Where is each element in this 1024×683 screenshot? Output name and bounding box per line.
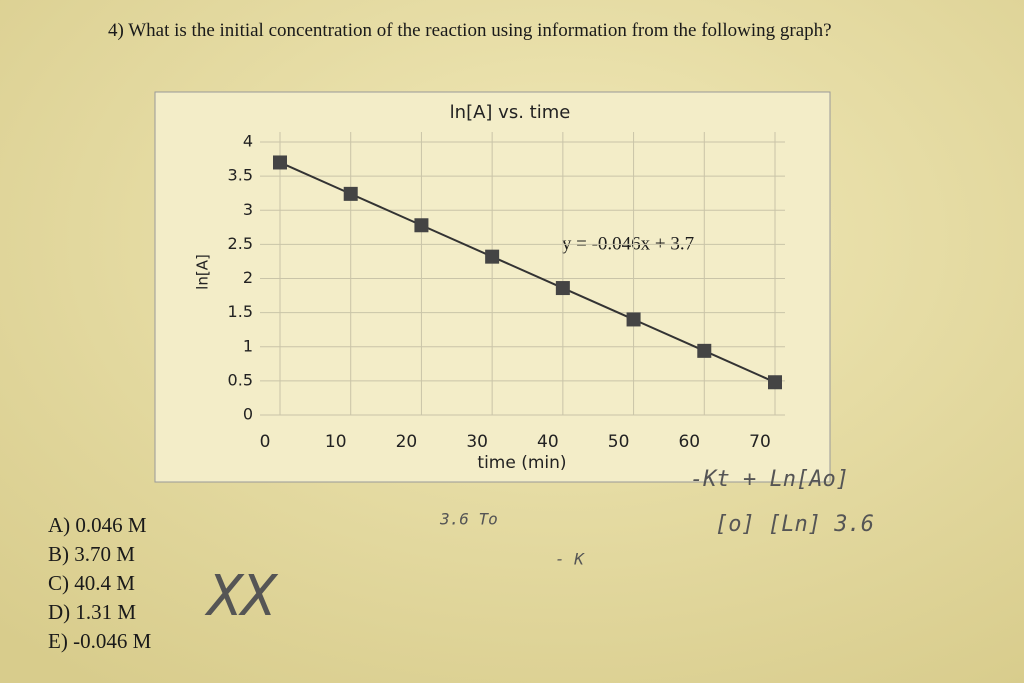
x-tick-label: 30 [466,432,488,452]
answer-option: D) 1.31 M [48,600,136,624]
answer-option: E) -0.046 M [48,629,152,653]
y-tick-label: 1 [243,336,253,355]
y-axis-label: ln[A] [194,254,212,290]
y-tick-label: 3.5 [228,166,253,185]
data-point [485,249,500,264]
trendline-equation: y = -0.046x + 3.7 [562,233,694,254]
handwritten-note: - K [555,550,585,569]
x-tick-label: 0 [260,432,271,452]
x-tick-label: 10 [325,432,347,452]
question-box: 4) What is the initial concentration of … [108,20,832,41]
data-point [697,343,712,358]
data-point [273,155,287,170]
chart-title: ln[A] vs. time [450,102,571,123]
x-tick-label: 40 [537,432,559,452]
y-tick-label: 4 [243,132,253,151]
x-axis-label: time (min) [477,453,566,473]
handwritten-note: 3.6 To [439,510,498,529]
data-point [343,186,358,201]
y-tick-label: 2 [243,268,253,287]
x-tick-label: 50 [608,432,630,452]
y-tick-label: 2.5 [228,234,253,253]
question-text: 4) What is the initial concentration of … [108,20,832,41]
y-tick-label: 1.5 [228,302,253,321]
handwritten-note: [o] [Ln] 3.6 [715,512,874,537]
y-tick-label: 3 [243,200,253,219]
handwritten-note: -Kt + Ln[Ao] [690,467,849,492]
data-point [555,281,570,296]
y-tick-label: 0 [243,405,253,424]
data-point [414,218,429,233]
y-tick-label: 0.5 [228,370,253,389]
answer-option: B) 3.70 M [48,542,135,566]
handwritten-note: XX [204,564,279,629]
data-point [626,312,641,327]
x-tick-label: 60 [678,432,700,452]
data-point [768,375,782,390]
x-tick-label: 70 [749,432,771,452]
x-tick-label: 20 [396,432,418,452]
answer-option: C) 40.4 M [48,571,135,595]
answer-option: A) 0.046 M [48,513,147,537]
data-line [279,161,776,384]
